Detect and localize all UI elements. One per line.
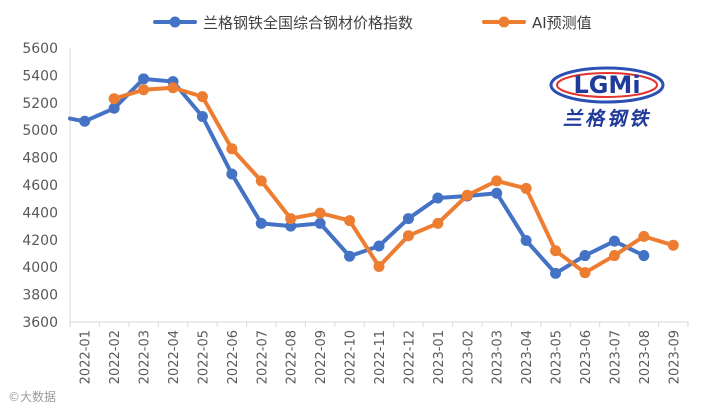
data-point [138,84,150,96]
data-point [491,187,503,199]
x-tick-label: 2023-05 [550,330,565,384]
x-tick-label: 2023-08 [638,330,653,384]
watermark: ©大数据 [8,390,57,404]
data-point [432,192,444,204]
x-tick-label: 2022-06 [226,330,241,384]
x-tick-label: 2023-09 [667,330,682,384]
x-tick-label: 2023-01 [432,330,447,384]
x-tick-label: 2022-11 [373,330,388,384]
x-tick-label: 2022-02 [108,330,123,384]
y-tick-label: 5600 [22,41,58,57]
x-tick-label: 2023-03 [491,330,506,384]
x-tick-label: 2022-04 [167,330,182,384]
data-point [373,240,385,252]
y-tick-label: 4400 [22,205,58,221]
x-tick-label: 2023-04 [520,330,535,384]
data-point [138,73,150,85]
legend: 兰格钢铁全国综合钢材价格指数 AI预测值 [153,14,592,32]
lange-logo: LGMi 兰格钢铁 [548,64,666,130]
data-point [520,182,532,194]
data-point [226,143,238,155]
logo-text: 兰格钢铁 [562,108,651,130]
data-point [167,82,179,94]
data-point [255,175,267,187]
data-point [285,220,297,232]
y-tick-label: 4000 [22,260,58,276]
data-point [638,250,650,262]
series-line-2 [112,85,676,275]
data-point [314,207,326,219]
logo-mark-text: LGMi [573,71,640,99]
legend-swatch-marker [498,16,510,28]
y-tick-label: 3800 [22,288,58,304]
data-point [638,230,650,242]
x-tick-label: 2022-10 [344,330,359,384]
x-tick-label: 2022-07 [255,330,270,384]
x-tick-label: 2022-01 [79,330,94,384]
x-tick-label: 2022-08 [285,330,300,384]
y-tick-label: 3600 [22,315,58,331]
data-point [108,102,120,114]
y-tick-label: 5000 [22,123,58,139]
axes: 3600 3800 4000 4200 4400 4600 4800 5000 5200 5400… [22,41,689,384]
data-point [432,217,444,229]
x-tick-label: 2022-05 [196,330,211,384]
data-point [285,213,297,225]
data-point [550,245,562,257]
data-point [608,235,620,247]
data-point [255,217,267,229]
data-point [344,215,356,227]
x-tick-label: 2023-02 [461,330,476,384]
data-point [491,175,503,187]
x-tick-label: 2023-07 [608,330,623,384]
x-tick-label: 2022-03 [138,330,153,384]
data-point [579,250,591,262]
y-tick-label: 4200 [22,233,58,249]
data-point [520,234,532,246]
data-point [461,189,473,201]
y-tick-label: 5400 [22,68,58,84]
series-group [68,73,679,279]
data-point [402,213,414,225]
logo-mark-icon: LGMi [549,66,665,104]
data-point [196,111,208,122]
legend-label: 兰格钢铁全国综合钢材价格指数 [203,14,413,32]
x-tick-label: 2022-09 [314,330,329,384]
data-point [196,91,208,103]
data-point [667,239,679,251]
data-point [402,230,414,242]
legend-swatch-marker [169,16,181,28]
data-point [79,115,91,127]
data-point [608,250,620,262]
y-tick-label: 4600 [22,178,58,194]
data-point [314,217,326,229]
y-tick-label: 5200 [22,96,58,112]
data-point [579,267,591,279]
x-tick-label: 2022-12 [402,330,417,384]
data-point [373,261,385,273]
data-point [108,93,120,105]
legend-label: AI预测值 [532,14,592,32]
data-point [550,267,562,279]
y-tick-label: 4800 [22,151,58,167]
data-point [344,250,356,262]
data-point [226,168,238,180]
x-tick-label: 2023-06 [579,330,594,384]
